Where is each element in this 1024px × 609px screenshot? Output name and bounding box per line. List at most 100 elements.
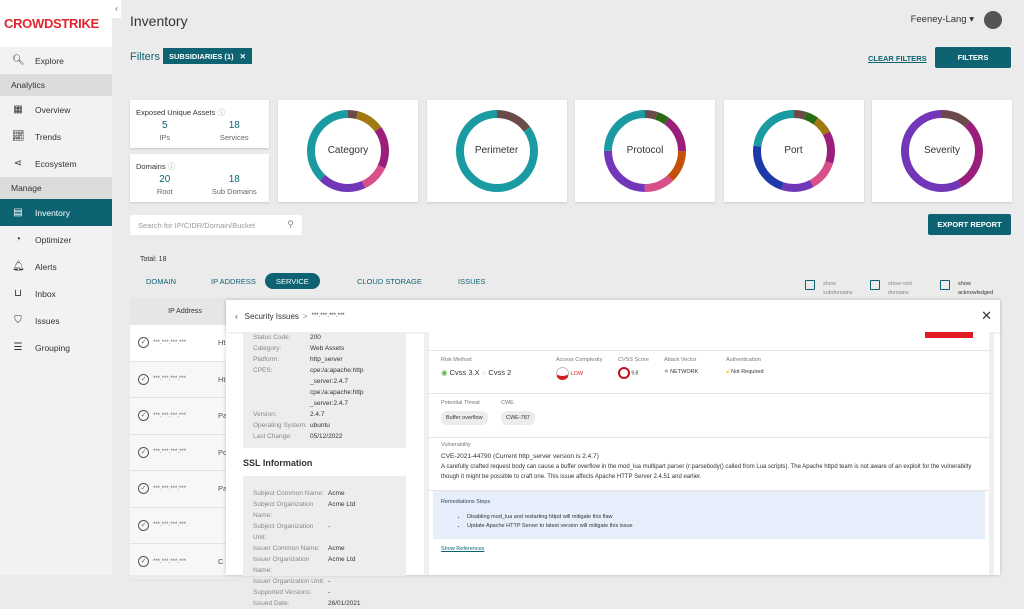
ip-address[interactable]: ***.***.***.***	[153, 339, 187, 346]
donut-port[interactable]: Port	[723, 100, 864, 202]
sidebar-item-inbox[interactable]: ⊔ Inbox	[0, 280, 112, 307]
ip-address-header[interactable]: IP Address	[130, 298, 240, 325]
show-references-link[interactable]: Show References	[441, 546, 485, 552]
donut-segment[interactable]	[455, 110, 538, 192]
sidebar-item-issues[interactable]: ⛉ Issues	[0, 307, 112, 334]
table-row[interactable]: ✓ ***.***.***.*** Po	[130, 435, 240, 471]
service-name: Par	[218, 411, 230, 421]
donut-segment[interactable]	[752, 110, 835, 192]
gauge-icon: ◔	[14, 234, 22, 245]
user-menu[interactable]: Feeney-Lang ▾	[910, 14, 974, 25]
ip-address[interactable]: ***.***.***.***	[153, 412, 187, 419]
detail-value: Acme	[328, 545, 345, 552]
bell-icon: 🔔︎	[12, 261, 25, 272]
filters-button[interactable]: FILTERS	[935, 47, 1011, 68]
filter-chip[interactable]: SUBSIDIARIES (1) ✕	[163, 48, 252, 64]
donut-segment[interactable]	[307, 110, 389, 192]
donut-segment[interactable]	[307, 110, 389, 192]
detail-key: Supported Versions:	[253, 589, 312, 596]
checkbox-box[interactable]	[870, 280, 880, 290]
ip-address[interactable]: ***.***.***.***	[153, 449, 187, 456]
table-row[interactable]: ✓ ***.***.***.*** Par	[130, 398, 240, 435]
root-count[interactable]: 20	[159, 174, 171, 185]
ip-address[interactable]: ***.***.***.***	[153, 485, 187, 492]
tab-domain[interactable]: DOMAIN	[146, 276, 176, 286]
donut-protocol[interactable]: Protocol	[575, 100, 715, 202]
ip-table: IP Address ✓ ***.***.***.*** Ht ✓ ***.***.**…	[130, 298, 240, 581]
subdomains-count[interactable]: 18	[228, 174, 240, 185]
authentication-value: Not Required	[731, 369, 764, 375]
search-input[interactable]: Search for IP/CIDR/Domain/Bucket ⚲	[130, 215, 302, 235]
donut-segment[interactable]	[752, 110, 835, 192]
table-row[interactable]: ✓ ***.***.***.*** Ht	[130, 325, 240, 362]
donut-label: Category	[327, 145, 369, 156]
cvss3-label: Cvss 3.X	[449, 368, 480, 377]
sidebar-item-grouping[interactable]: ☰ Grouping	[0, 334, 112, 361]
search-icon: 🔍︎	[12, 55, 25, 66]
sidebar-item-label: Grouping	[35, 342, 70, 353]
close-icon[interactable]: ✕	[239, 51, 246, 61]
donut-segment[interactable]	[604, 110, 686, 192]
checkbox-show-root-domains[interactable]: show root domains	[870, 280, 928, 298]
table-row[interactable]: ✓ ***.***.***.*** Par	[130, 471, 240, 508]
donut-segment[interactable]	[901, 110, 983, 192]
tab-ip-address[interactable]: IP ADDRESS	[211, 276, 256, 286]
donut-perimeter[interactable]: Perimeter	[426, 100, 567, 202]
ip-address[interactable]: ***.***.***.***	[153, 558, 187, 565]
cvss-score-value: 9.8	[631, 370, 639, 377]
donut-segment[interactable]	[604, 110, 686, 192]
donut-segment[interactable]	[604, 110, 686, 192]
sidebar-item-label: Inbox	[35, 288, 56, 299]
donut-segment[interactable]	[307, 110, 389, 192]
checkbox-show-subdomains[interactable]: show subdomains	[805, 280, 863, 298]
table-row[interactable]: ✓ ***.***.***.*** Ht	[130, 362, 240, 398]
cwe-pill[interactable]: CWE-787	[501, 411, 535, 425]
tab-service[interactable]: SERVICE	[265, 273, 320, 289]
clear-filters-link[interactable]: CLEAR FILTERS	[868, 54, 927, 63]
search-icon[interactable]: ⚲	[287, 219, 294, 229]
ip-address[interactable]: ***.***.***.***	[153, 522, 187, 529]
export-report-button[interactable]: EXPORT REPORT	[928, 214, 1011, 235]
checkbox-box[interactable]	[940, 280, 950, 290]
globe-icon[interactable]	[984, 11, 1002, 29]
checkbox-show-acknowledged[interactable]: show acknowledged	[940, 280, 998, 298]
radio-cvss2[interactable]: ○	[481, 368, 487, 377]
ips-count[interactable]: 5	[161, 120, 168, 131]
ip-address[interactable]: ***.***.***.***	[153, 376, 187, 383]
services-count[interactable]: 18	[228, 120, 240, 131]
sidebar-item-ecosystem[interactable]: ⋖ Ecosystem	[0, 150, 112, 177]
detail-value: -	[328, 578, 331, 585]
donut-segment[interactable]	[901, 110, 983, 192]
sidebar-item-alerts[interactable]: 🔔︎ Alerts	[0, 253, 112, 280]
donut-segment[interactable]	[752, 110, 835, 192]
sidebar-item-trends[interactable]: 📈︎ Trends	[0, 123, 112, 150]
help-icon[interactable]: ⓘ	[217, 108, 225, 117]
donut-segment[interactable]	[604, 110, 686, 192]
unlock-icon: 🔓︎	[726, 369, 730, 375]
sidebar-item-inventory[interactable]: ▤ Inventory	[0, 199, 112, 226]
tab-cloud-storage[interactable]: CLOUD STORAGE	[357, 276, 422, 286]
detail-value: 05/12/2022	[310, 433, 343, 440]
donut-category[interactable]: Category	[278, 100, 418, 202]
cvss2-label: Cvss 2	[488, 368, 512, 377]
help-icon[interactable]: ⓘ	[167, 162, 176, 171]
severity-bar	[925, 332, 973, 338]
sidebar-item-label: Alerts	[35, 261, 57, 272]
checkbox-label: show acknowledged	[958, 281, 994, 296]
tab-issues[interactable]: ISSUES	[458, 276, 486, 286]
radio-cvss3[interactable]: ◉	[441, 368, 448, 377]
collapse-sidebar-button[interactable]: ‹	[112, 0, 121, 18]
filters-label: Filters	[130, 51, 160, 63]
donut-segment[interactable]	[752, 110, 835, 192]
sidebar-item-explore[interactable]: 🔍︎ Explore	[0, 47, 112, 74]
table-row[interactable]: ✓ ***.***.***.***	[130, 508, 240, 544]
breadcrumb-security-issues[interactable]: Security Issues	[244, 311, 299, 321]
sidebar-item-overview[interactable]: ▦ Overview	[0, 96, 112, 123]
checkbox-box[interactable]	[805, 280, 815, 290]
close-icon[interactable]: ✕	[981, 308, 992, 323]
donut-severity[interactable]: Severity	[872, 100, 1012, 202]
back-icon[interactable]: ‹	[235, 311, 238, 321]
remediation-title: Remediations Steps	[441, 499, 491, 505]
table-row[interactable]: ✓ ***.***.***.*** C	[130, 544, 240, 581]
sidebar-item-optimizer[interactable]: ◔ Optimizer	[0, 226, 112, 253]
